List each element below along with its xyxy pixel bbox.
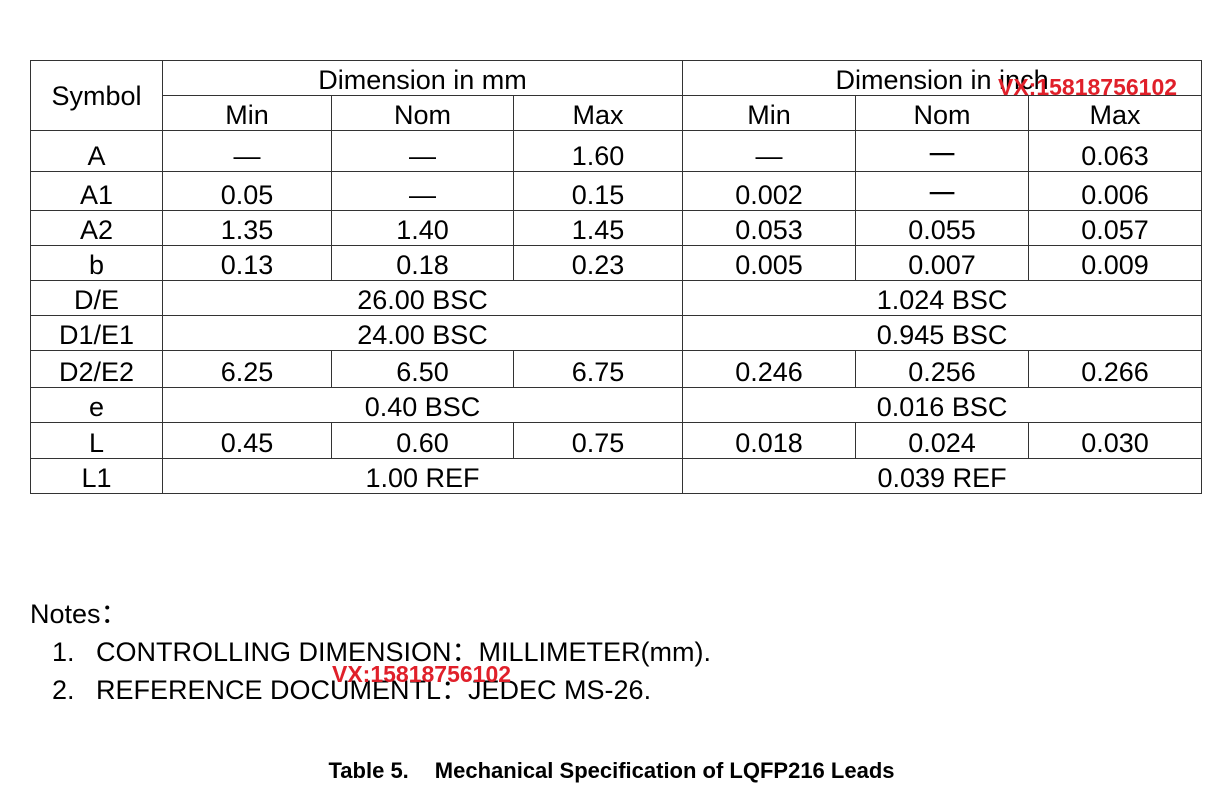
caption: Table 5. Mechanical Specification of LQFP… xyxy=(0,758,1223,784)
table-body: Symbol Dimension in mm Dimension in inch… xyxy=(30,60,1203,494)
value-cell: 0.009 xyxy=(1028,245,1203,281)
value-cell: 0.256 xyxy=(855,350,1030,388)
value-cell: 0.016 BSC xyxy=(682,387,1203,423)
note-item: 2. REFERENCE DOCUMENTL：JEDEC MS-26. xyxy=(30,673,711,711)
value-cell: 1.00 REF xyxy=(161,458,684,494)
value-cell: 0.063 xyxy=(1028,130,1203,172)
value-cell: 6.25 xyxy=(162,350,332,388)
table-row: L 0.45 0.60 0.75 0.018 0.024 0.030 xyxy=(30,422,1203,459)
value-cell: 0.057 xyxy=(1028,210,1203,246)
value-cell: 0.266 xyxy=(1028,350,1203,388)
note-text: REFERENCE DOCUMENTL：JEDEC MS-26. xyxy=(96,675,652,705)
note-number: 1. xyxy=(52,637,75,667)
symbol-cell: A1 xyxy=(30,171,163,211)
value-cell: 0.024 xyxy=(855,422,1030,459)
value-cell: 0.018 xyxy=(682,422,857,459)
header-cell: Dimension in inch xyxy=(682,60,1203,96)
value-cell: 6.75 xyxy=(512,350,684,388)
symbol-cell: A2 xyxy=(30,210,163,246)
header-cell: Min xyxy=(162,95,332,131)
value-cell: 24.00 BSC xyxy=(161,315,684,351)
value-cell: 0.18 xyxy=(331,245,514,281)
value-cell: 1.40 xyxy=(331,210,514,246)
value-cell: 一 xyxy=(855,130,1030,172)
value-cell: 0.006 xyxy=(1028,171,1203,211)
value-cell: 0.945 BSC xyxy=(682,315,1203,351)
spec-table: Symbol Dimension in mm Dimension in inch… xyxy=(30,60,1203,494)
header-cell: Nom xyxy=(331,95,514,131)
value-cell: 0.007 xyxy=(855,245,1030,281)
value-cell: 0.246 xyxy=(682,350,857,388)
header-row: Symbol Dimension in mm Dimension in inch xyxy=(30,60,1203,131)
notes: Notes： 1. CONTROLLING DIMENSION：MILLIMETE… xyxy=(30,597,711,711)
value-cell: 一 xyxy=(855,171,1030,211)
table-row: A — —1.60— 一 0.063 xyxy=(30,130,1203,172)
value-cell: 1.60 xyxy=(512,130,684,172)
value-cell: 26.00 BSC xyxy=(161,280,684,316)
symbol-cell: L1 xyxy=(30,458,163,494)
table-row: D2/E2 6.25 6.50 6.75 0.246 0.256 0.266 xyxy=(30,350,1203,388)
value-cell: 1.024 BSC xyxy=(682,280,1203,316)
value-cell: 0.23 xyxy=(512,245,684,281)
notes-title: Notes： xyxy=(30,599,128,629)
note-number: 2. xyxy=(52,675,75,705)
header-cell: Max xyxy=(512,95,684,131)
value-cell: 0.005 xyxy=(682,245,857,281)
table-row: D/E 26.00 BSC 1.024 BSC xyxy=(30,280,1203,316)
note-text: CONTROLLING DIMENSION：MILLIMETER(mm). xyxy=(96,637,712,667)
symbol-cell: L xyxy=(30,422,163,459)
value-cell: — xyxy=(331,130,514,172)
header-cell: Min xyxy=(682,95,857,131)
value-cell: — xyxy=(162,130,332,172)
value-cell: 0.75 xyxy=(512,422,684,459)
table-row: A1 0.05—0.15 0.002 一 0.006 xyxy=(30,171,1203,211)
table-row: e 0.40 BSC 0.016 BSC xyxy=(30,387,1203,423)
table-row: b 0.13 0.18 0.23 0.005 0.007 0.009 xyxy=(30,245,1203,281)
table-row: D1/E1 24.00 BSC 0.945 BSC xyxy=(30,315,1203,351)
table-row: A2 1.35 1.40 1.45 0.053 0.055 0.057 xyxy=(30,210,1203,246)
header-cell: Dimension in mm xyxy=(161,60,684,96)
note-item: 1. CONTROLLING DIMENSION：MILLIMETER(mm). xyxy=(30,635,711,673)
value-cell: 0.15 xyxy=(512,171,684,211)
value-cell: 0.05 xyxy=(162,171,332,211)
caption-text: Mechanical Specification of LQFP216 Lead… xyxy=(434,758,895,783)
value-cell: 0.60 xyxy=(331,422,514,459)
value-cell: — xyxy=(682,130,857,172)
value-cell: 0.40 BSC xyxy=(161,387,684,423)
value-cell: 0.030 xyxy=(1028,422,1203,459)
table-row: L1 1.00 REF 0.039 REF xyxy=(30,458,1203,494)
value-cell: 0.45 xyxy=(162,422,332,459)
symbol-cell: D2/E2 xyxy=(30,350,163,388)
watermark: VX:15818756102 xyxy=(998,74,1178,100)
symbol-cell: D/E xyxy=(30,280,163,316)
value-cell: 0.13 xyxy=(162,245,332,281)
symbol-cell: D1/E1 xyxy=(30,315,163,351)
value-cell: — xyxy=(331,171,514,211)
symbol-cell: A xyxy=(30,130,163,172)
watermark: VX:15818756102 xyxy=(332,661,512,687)
value-cell: 0.053 xyxy=(682,210,857,246)
value-cell: 6.50 xyxy=(331,350,514,388)
symbol-cell: b xyxy=(30,245,163,281)
value-cell: 1.35 xyxy=(162,210,332,246)
value-cell: 0.002 xyxy=(682,171,857,211)
header-cell: Symbol xyxy=(30,60,163,131)
caption-number: Table 5. xyxy=(328,758,409,783)
value-cell: 1.45 xyxy=(512,210,684,246)
symbol-cell: e xyxy=(30,387,163,423)
value-cell: 0.055 xyxy=(855,210,1030,246)
value-cell: 0.039 REF xyxy=(682,458,1203,494)
